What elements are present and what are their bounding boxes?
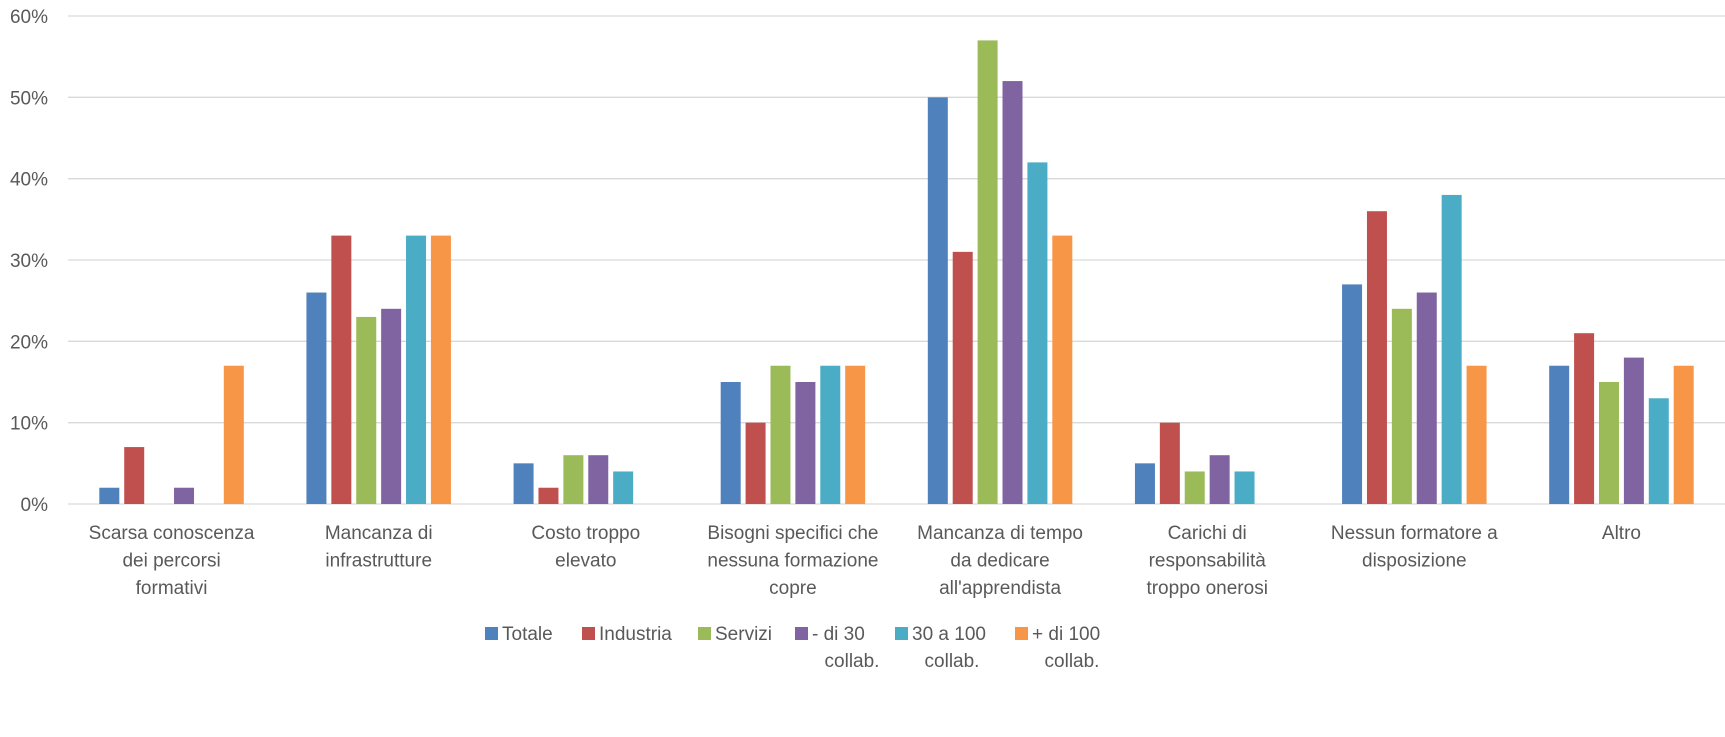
x-category-label: Costo troppo <box>531 523 640 544</box>
bar <box>1209 455 1230 504</box>
bar <box>1549 365 1570 504</box>
y-tick-label: 0% <box>21 495 49 516</box>
bar <box>1366 211 1387 504</box>
legend-label: Servizi <box>715 624 772 645</box>
y-tick-label: 50% <box>10 88 48 109</box>
bar <box>1184 471 1205 504</box>
legend-swatch <box>582 627 595 640</box>
bar <box>1416 292 1437 504</box>
x-category-label: Scarsa conoscenza <box>89 523 255 544</box>
legend-label: collab. <box>825 651 880 672</box>
bar <box>795 382 816 504</box>
legend-swatch <box>698 627 711 640</box>
x-category-label: disposizione <box>1362 551 1467 572</box>
bar <box>1648 398 1669 504</box>
bar <box>1623 357 1644 504</box>
legend: Totale Industria Servizi - di 30 collab. 30 a… <box>485 624 1100 672</box>
bar <box>1027 162 1048 504</box>
y-tick-label: 40% <box>10 170 48 191</box>
legend-swatch <box>1015 627 1028 640</box>
x-category-label: responsabilità <box>1149 551 1267 572</box>
bar <box>1342 284 1363 504</box>
bar <box>513 463 534 504</box>
y-tick-label: 20% <box>10 332 48 353</box>
bar <box>356 316 377 504</box>
x-category-label: Altro <box>1602 523 1641 544</box>
bar <box>124 447 145 504</box>
y-tick-label: 10% <box>10 414 48 435</box>
bar <box>927 97 948 504</box>
x-axis-category-labels: Scarsa conoscenza dei percorsi formativi Ma… <box>89 523 1641 599</box>
bar <box>588 455 609 504</box>
y-axis-tick-labels: 0% 10% 20% 30% 40% 50% 60% <box>10 7 48 516</box>
bar <box>538 487 559 504</box>
bar <box>845 365 866 504</box>
legend-swatch <box>485 627 498 640</box>
bar <box>770 365 791 504</box>
x-category-label: infrastrutture <box>325 551 432 572</box>
bar <box>174 487 195 504</box>
x-category-label: all'apprendista <box>939 578 1061 599</box>
bar-series <box>99 40 1694 505</box>
y-tick-label: 60% <box>10 7 48 28</box>
y-tick-label: 30% <box>10 251 48 272</box>
x-category-label: nessuna formazione <box>707 551 878 572</box>
bar <box>223 365 244 504</box>
x-category-label: formativi <box>136 578 208 599</box>
bar <box>1134 463 1155 504</box>
x-category-label: Bisogni specifici che <box>707 523 878 544</box>
x-category-label: dei percorsi <box>122 551 220 572</box>
bar <box>1234 471 1255 504</box>
bar <box>430 235 451 504</box>
bar <box>1002 81 1023 505</box>
bar <box>1052 235 1073 504</box>
bar <box>563 455 584 504</box>
x-category-label: elevato <box>555 551 616 572</box>
legend-label: collab. <box>1045 651 1100 672</box>
bar <box>406 235 427 504</box>
x-category-label: Mancanza di <box>325 523 433 544</box>
bar <box>977 40 998 505</box>
x-category-label: Nessun formatore a <box>1331 523 1498 544</box>
bar <box>331 235 352 504</box>
bar <box>1159 422 1180 504</box>
bar <box>720 382 741 504</box>
legend-label: Totale <box>502 624 553 645</box>
x-category-label: Mancanza di tempo <box>917 523 1083 544</box>
bar <box>1598 382 1619 504</box>
legend-label: Industria <box>599 624 672 645</box>
bar <box>820 365 841 504</box>
legend-swatch <box>895 627 908 640</box>
bar <box>381 308 402 504</box>
legend-label: 30 a 100 <box>912 624 986 645</box>
legend-swatch <box>795 627 808 640</box>
bar <box>952 251 973 504</box>
bar <box>1673 365 1694 504</box>
bar <box>1441 194 1462 504</box>
bar <box>1466 365 1487 504</box>
x-category-label: da dedicare <box>950 551 1049 572</box>
bar <box>1391 308 1412 504</box>
x-category-label: copre <box>769 578 817 599</box>
legend-label: - di 30 <box>812 624 865 645</box>
legend-label: + di 100 <box>1032 624 1100 645</box>
bar <box>99 487 120 504</box>
bar <box>306 292 327 504</box>
bar <box>1574 333 1595 504</box>
legend-label: collab. <box>925 651 980 672</box>
x-category-label: troppo onerosi <box>1146 578 1267 599</box>
x-category-label: Carichi di <box>1168 523 1247 544</box>
bar <box>613 471 634 504</box>
bar <box>745 422 766 504</box>
